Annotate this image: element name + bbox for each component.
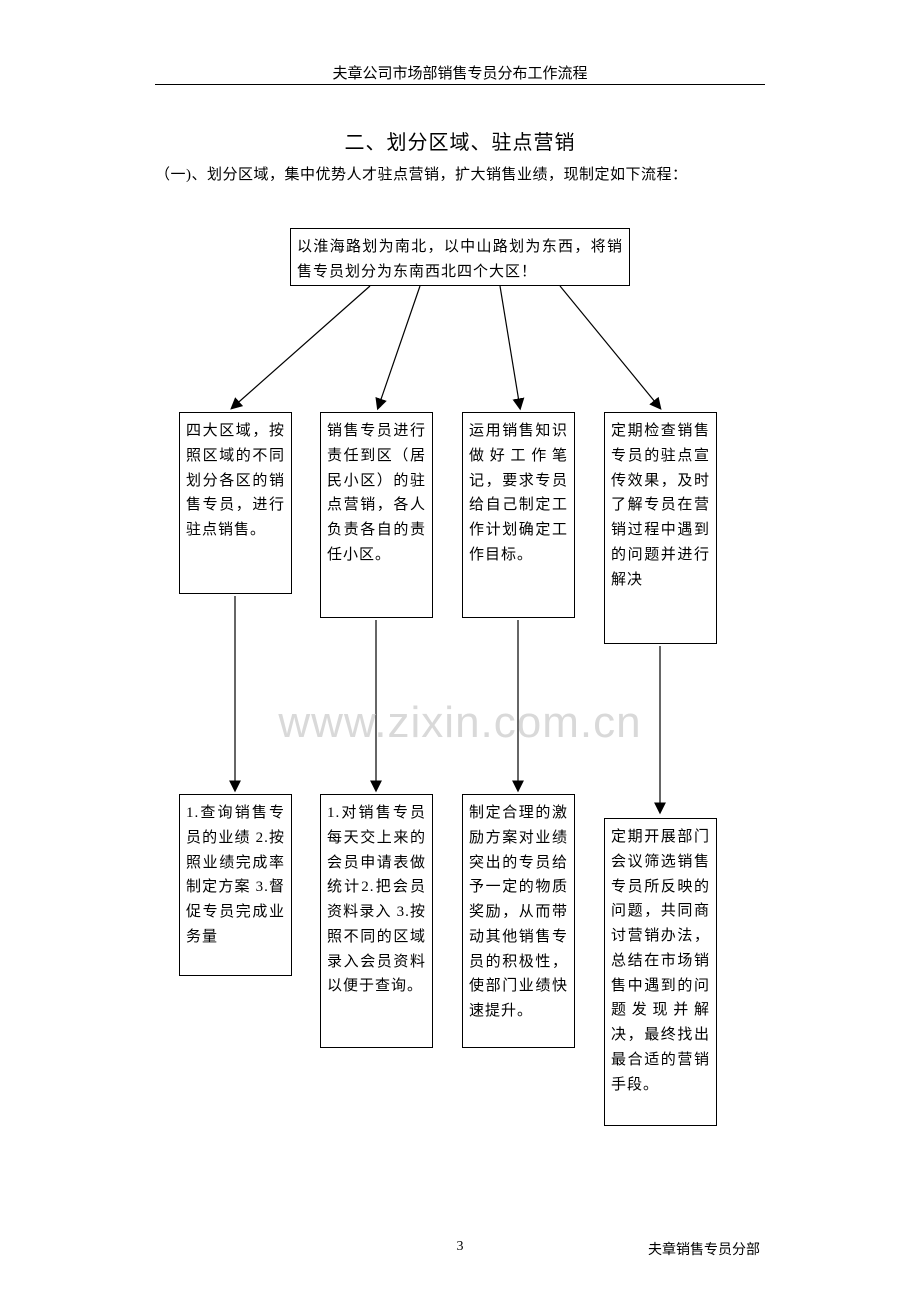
footer-right-text: 夫章销售专员分部 — [648, 1239, 760, 1259]
page-number: 3 — [0, 1239, 920, 1255]
arrows-layer — [0, 0, 920, 1302]
